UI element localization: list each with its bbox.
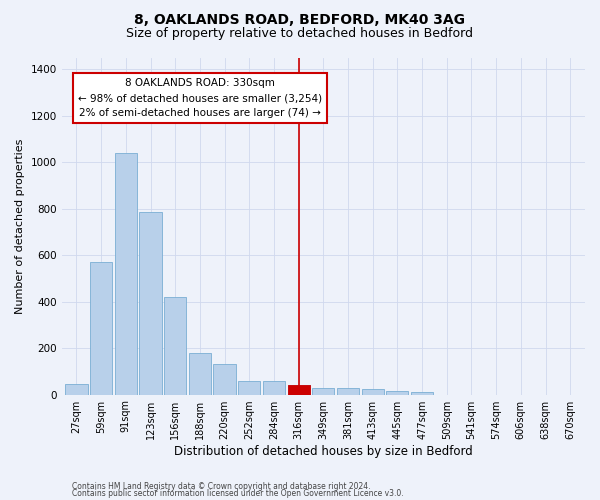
X-axis label: Distribution of detached houses by size in Bedford: Distribution of detached houses by size … <box>174 444 473 458</box>
Bar <box>65 384 88 394</box>
Text: Contains public sector information licensed under the Open Government Licence v3: Contains public sector information licen… <box>72 490 404 498</box>
Text: Contains HM Land Registry data © Crown copyright and database right 2024.: Contains HM Land Registry data © Crown c… <box>72 482 371 491</box>
Bar <box>287 384 310 394</box>
Bar <box>139 212 161 394</box>
Y-axis label: Number of detached properties: Number of detached properties <box>15 138 25 314</box>
Text: 8, OAKLANDS ROAD, BEDFORD, MK40 3AG: 8, OAKLANDS ROAD, BEDFORD, MK40 3AG <box>134 12 466 26</box>
Text: Size of property relative to detached houses in Bedford: Size of property relative to detached ho… <box>127 28 473 40</box>
Bar <box>90 262 112 394</box>
Bar <box>263 381 285 394</box>
Text: 8 OAKLANDS ROAD: 330sqm
← 98% of detached houses are smaller (3,254)
2% of semi-: 8 OAKLANDS ROAD: 330sqm ← 98% of detache… <box>78 78 322 118</box>
Bar <box>337 388 359 394</box>
Bar <box>214 364 236 394</box>
Bar <box>312 388 334 394</box>
Bar <box>362 390 384 394</box>
Bar <box>238 380 260 394</box>
Bar <box>189 352 211 395</box>
Bar <box>164 297 187 394</box>
Bar <box>115 153 137 394</box>
Bar <box>386 390 409 394</box>
Bar <box>287 384 310 394</box>
Bar <box>411 392 433 394</box>
